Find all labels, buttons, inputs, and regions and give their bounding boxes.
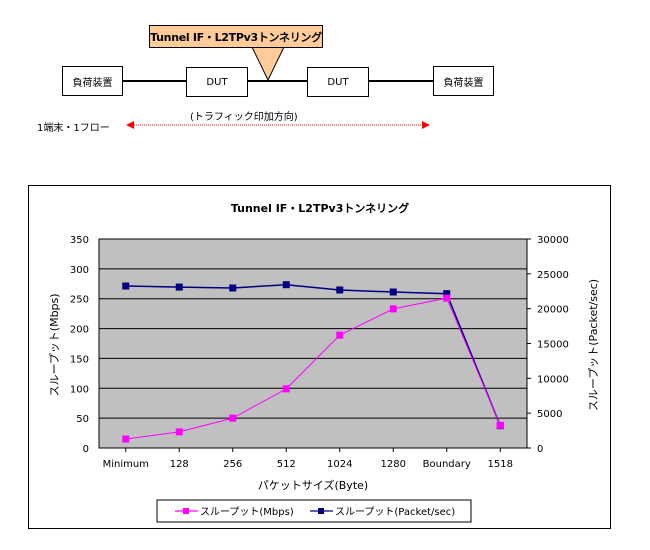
chart-title: Tunnel IF・L2TPv3トンネリング <box>231 201 409 215</box>
right-tick-label: 10000 <box>537 374 569 385</box>
y-axis-label-right: スループット(Packet/sec) <box>587 279 600 411</box>
left-tick-label: 50 <box>76 414 89 425</box>
right-tick-label: 25000 <box>537 270 569 281</box>
load-generator-left: 負荷装置 <box>62 66 123 96</box>
series-line <box>125 283 501 426</box>
data-point-marker <box>336 331 344 339</box>
x-tick-label: 1518 <box>488 459 513 470</box>
dut-left: DUT <box>186 67 248 97</box>
x-tick-label: 1280 <box>381 459 406 470</box>
x-axis-ticks: Minimum 128 256 512 1024 1280 Boundary 1518 <box>103 448 513 470</box>
diagram-lines <box>123 46 433 129</box>
arrow-right-head <box>422 121 430 129</box>
left-tick-label: 250 <box>70 295 89 306</box>
data-point-marker <box>282 385 290 393</box>
legend-label-mbps: スループット(Mbps) <box>200 506 294 518</box>
left-axis-ticks: 0 50 100 150 200 250 300 350 <box>70 235 89 455</box>
series-line <box>125 297 501 440</box>
legend-label-pps: スループット(Packet/sec) <box>335 506 455 518</box>
right-tick-label: 20000 <box>537 305 569 316</box>
data-point-marker <box>122 435 130 443</box>
callout-label: Tunnel IF・L2TPv3トンネリング <box>149 25 323 48</box>
plot-area <box>98 238 528 449</box>
legend: スループット(Mbps) スループット(Packet/sec) <box>156 499 472 523</box>
x-tick-label: 256 <box>223 459 242 470</box>
x-tick-label: 128 <box>170 459 189 470</box>
data-point-marker <box>175 283 183 291</box>
x-tick-label: Minimum <box>103 459 149 470</box>
flow-label: 1端末・1フロー <box>37 123 110 134</box>
x-tick-label: Boundary <box>423 459 471 470</box>
right-tick-label: 30000 <box>537 235 569 246</box>
data-point-marker <box>336 286 344 294</box>
dut-right: DUT <box>307 67 369 97</box>
x-axis-label: パケットサイズ(Byte) <box>258 478 368 492</box>
x-tick-label: 1024 <box>327 459 352 470</box>
left-tick-label: 150 <box>70 354 89 365</box>
data-point-marker <box>443 294 451 302</box>
data-point-marker <box>389 288 397 296</box>
right-tick-label: 0 <box>537 444 543 455</box>
data-point-marker <box>443 290 451 298</box>
left-tick-label: 100 <box>70 384 89 395</box>
data-point-marker <box>175 428 183 436</box>
left-tick-label: 300 <box>70 265 89 276</box>
data-point-marker <box>122 282 130 290</box>
direction-label: (トラフィック印加方向) <box>190 112 298 123</box>
y-axis-label-left: スループット(Mbps) <box>48 293 61 396</box>
right-axis-ticks: 0 5000 10000 15000 20000 25000 30000 <box>527 235 569 455</box>
data-point-marker <box>229 414 237 422</box>
legend-marker-pps <box>318 508 324 514</box>
left-tick-label: 350 <box>70 235 89 246</box>
data-point-marker <box>282 281 290 289</box>
left-tick-label: 200 <box>70 325 89 336</box>
series-layer <box>122 281 504 443</box>
legend-marker-mbps <box>183 508 189 514</box>
right-tick-label: 15000 <box>537 340 569 351</box>
data-point-marker <box>229 284 237 292</box>
gridlines <box>99 268 527 419</box>
data-point-marker <box>496 421 504 429</box>
x-tick-label: 512 <box>277 459 296 470</box>
data-point-marker <box>389 305 397 313</box>
load-generator-right: 負荷装置 <box>433 66 494 96</box>
left-tick-label: 0 <box>83 444 89 455</box>
arrow-left-head <box>126 121 134 129</box>
right-tick-label: 5000 <box>537 409 562 420</box>
